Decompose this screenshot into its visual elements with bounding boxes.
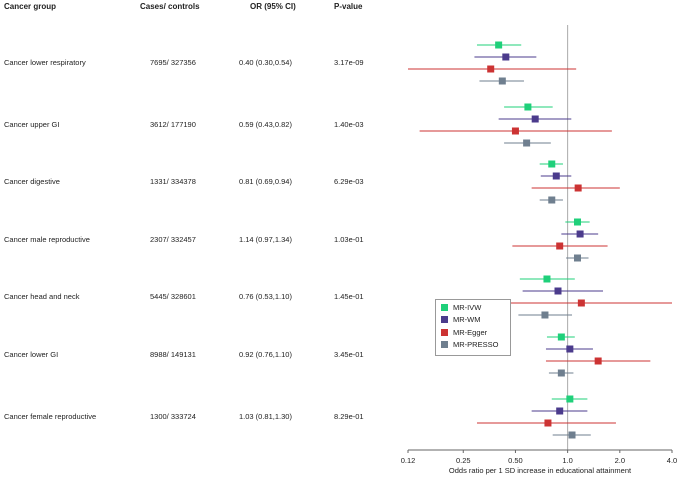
point-mr-ivw bbox=[543, 275, 551, 283]
point-mr-presso bbox=[523, 139, 531, 147]
x-tick-label: 0.12 bbox=[401, 456, 416, 465]
point-mr-egger bbox=[544, 419, 552, 427]
point-mr-wm bbox=[576, 230, 584, 238]
row-or-ci: 0.59 (0.43,0.82) bbox=[239, 120, 292, 129]
legend-label-ivw: MR-IVW bbox=[453, 302, 482, 312]
point-mr-egger bbox=[487, 65, 495, 73]
row-p-value: 8.29e-01 bbox=[334, 412, 364, 421]
row-cases-controls: 1331/ 334378 bbox=[150, 177, 196, 186]
row-p-value: 6.29e-03 bbox=[334, 177, 364, 186]
point-mr-wm bbox=[566, 345, 574, 353]
x-tick-label: 1.0 bbox=[562, 456, 572, 465]
point-mr-egger bbox=[556, 242, 564, 250]
x-tick-label: 0.25 bbox=[456, 456, 471, 465]
legend-item-egger: MR-Egger bbox=[441, 327, 510, 338]
row-or-ci: 1.03 (0.81,1.30) bbox=[239, 412, 292, 421]
row-group-label: Cancer lower respiratory bbox=[4, 58, 86, 67]
point-mr-ivw bbox=[548, 160, 556, 168]
row-group-label: Cancer female reproductive bbox=[4, 412, 97, 421]
legend-item-presso: MR-PRESSO bbox=[441, 339, 510, 350]
x-tick-label: 2.0 bbox=[615, 456, 625, 465]
point-mr-egger bbox=[577, 299, 585, 307]
point-mr-presso bbox=[557, 369, 565, 377]
point-mr-presso bbox=[573, 254, 581, 262]
legend-label-wm: MR-WM bbox=[453, 315, 481, 324]
legend-item-wm: MR-WM bbox=[441, 314, 510, 325]
row-group-label: Cancer digestive bbox=[4, 177, 60, 186]
legend-label-presso: MR-PRESSO bbox=[453, 340, 499, 349]
row-group-label: Cancer head and neck bbox=[4, 292, 80, 301]
header-cancer-group: Cancer group bbox=[4, 2, 57, 11]
row-group-label: Cancer upper GI bbox=[4, 120, 60, 129]
point-mr-ivw bbox=[573, 218, 581, 226]
legend-label-egger: MR-Egger bbox=[453, 327, 488, 337]
row-p-value: 3.17e-09 bbox=[334, 58, 364, 67]
point-mr-wm bbox=[502, 53, 510, 61]
row-or-ci: 0.76 (0.53,1.10) bbox=[239, 292, 292, 301]
point-mr-presso bbox=[498, 77, 506, 85]
point-mr-egger bbox=[594, 357, 602, 365]
x-tick-label: 0.50 bbox=[508, 456, 523, 465]
row-or-ci: 0.92 (0.76,1.10) bbox=[239, 350, 292, 359]
point-mr-ivw bbox=[566, 395, 574, 403]
point-mr-wm bbox=[552, 172, 560, 180]
point-mr-ivw bbox=[524, 103, 532, 111]
row-p-value: 1.03e-01 bbox=[334, 235, 364, 244]
header-cases-controls: Cases/ controls bbox=[140, 2, 200, 11]
row-cases-controls: 3612/ 177190 bbox=[150, 120, 196, 129]
legend-swatch-presso bbox=[441, 341, 448, 348]
point-mr-wm bbox=[556, 407, 564, 415]
row-cases-controls: 8988/ 149131 bbox=[150, 350, 196, 359]
row-cases-controls: 5445/ 328601 bbox=[150, 292, 196, 301]
point-mr-presso bbox=[541, 311, 549, 319]
header-or-ci: OR (95% CI) bbox=[250, 2, 296, 11]
point-mr-presso bbox=[568, 431, 576, 439]
point-mr-egger bbox=[574, 184, 582, 192]
point-mr-wm bbox=[554, 287, 562, 295]
point-mr-ivw bbox=[495, 41, 503, 49]
legend-swatch-ivw bbox=[441, 303, 448, 311]
row-group-label: Cancer male reproductive bbox=[4, 235, 90, 244]
row-p-value: 1.45e-01 bbox=[334, 292, 364, 301]
row-cases-controls: 2307/ 332457 bbox=[150, 235, 196, 244]
legend-swatch-egger bbox=[441, 328, 448, 336]
point-mr-presso bbox=[548, 196, 556, 204]
point-mr-ivw bbox=[557, 333, 565, 341]
header-p-value: P-value bbox=[334, 2, 363, 11]
row-or-ci: 0.81 (0.69,0.94) bbox=[239, 177, 292, 186]
row-cases-controls: 1300/ 333724 bbox=[150, 412, 196, 421]
row-or-ci: 0.40 (0.30,0.54) bbox=[239, 58, 292, 67]
row-p-value: 1.40e-03 bbox=[334, 120, 364, 129]
x-axis-title: Odds ratio per 1 SD increase in educatio… bbox=[449, 466, 632, 475]
point-mr-egger bbox=[511, 127, 519, 135]
x-tick-label: 4.0 bbox=[667, 456, 677, 465]
row-cases-controls: 7695/ 327356 bbox=[150, 58, 196, 67]
legend-item-ivw: MR-IVW bbox=[441, 302, 510, 313]
legend: MR-IVW MR-WM MR-Egger MR-PRESSO bbox=[435, 299, 511, 356]
point-mr-wm bbox=[531, 115, 539, 123]
row-p-value: 3.45e-01 bbox=[334, 350, 364, 359]
row-group-label: Cancer lower GI bbox=[4, 350, 59, 359]
row-or-ci: 1.14 (0.97,1.34) bbox=[239, 235, 292, 244]
legend-swatch-wm bbox=[441, 316, 448, 323]
